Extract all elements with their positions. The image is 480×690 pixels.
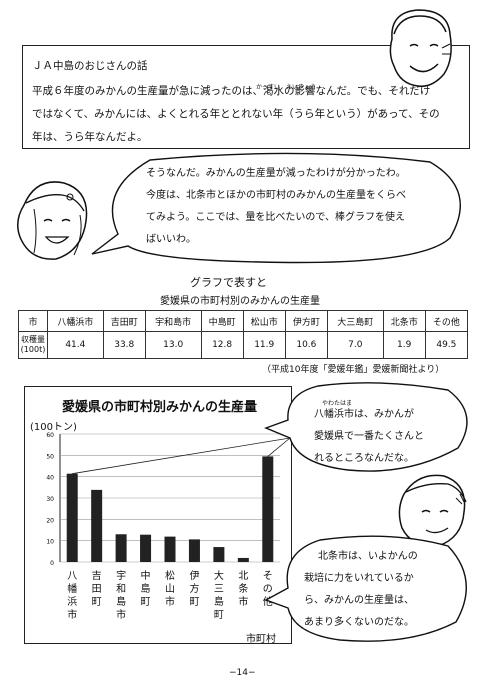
table-cell: 7.0 xyxy=(326,331,384,359)
girl-speech-line-1: そうなんだ。みかんの生産量が減ったわけが分かったわ。 xyxy=(146,168,406,179)
y-tick-label: 10 xyxy=(46,539,54,546)
table-cell: 41.4 xyxy=(47,331,104,359)
table-row-label: 収穫量 (100t) xyxy=(18,331,48,359)
x-tick-label: 中島町 xyxy=(140,571,151,608)
table-cell: 49.5 xyxy=(424,331,469,359)
right-speech-1-line-3: れるところなんだな。 xyxy=(314,453,414,464)
y-tick-label: 20 xyxy=(46,517,54,524)
table-header-cell: 八幡浜市 xyxy=(47,310,104,332)
ruby-yawatahama: やわたはま xyxy=(322,400,353,407)
intro-title: ＪＡ中島のおじさんの話 xyxy=(32,60,148,72)
boy-illustration-icon xyxy=(398,474,467,547)
row-label-1: 収穫量 xyxy=(21,335,45,344)
table-header-cell: 市 xyxy=(18,310,48,332)
row-label-2: (100t) xyxy=(20,345,46,354)
intro-line-3: 年は、うら年なんだよ。 xyxy=(32,131,148,143)
chart-title: 愛媛県の市町村別みかんの生産量 xyxy=(62,400,258,415)
table-cell: 13.0 xyxy=(144,331,202,359)
girl-speech-line-2: 今度は、北条市とほかの市町村のみかんの生産量をくらべ xyxy=(146,190,406,201)
bar-chart: 0 10 20 30 40 50 60 xyxy=(46,432,291,566)
speech-bubble-hojo xyxy=(264,535,467,642)
girl-speech-line-4: ばいいわ。 xyxy=(146,234,196,245)
x-tick-label: 八幡浜市 xyxy=(67,571,78,621)
girl-speech-line-3: てみよう。ここでは、量を比べたいので、棒グラフを使え xyxy=(146,212,405,223)
graph-heading: グラフで表すと xyxy=(190,276,267,289)
right-speech-2-line-1: 北条市は、いよかんの xyxy=(318,551,418,562)
chart-ylabel: (100トン) xyxy=(30,422,77,433)
table-header-cell: 伊方町 xyxy=(284,310,328,332)
x-tick-label: 伊方町 xyxy=(189,571,200,608)
bar xyxy=(91,489,103,562)
y-tick-label: 30 xyxy=(46,496,54,503)
table-header-cell: 中島町 xyxy=(200,310,244,332)
girl-illustration-icon xyxy=(17,181,88,260)
x-tick-label: その他 xyxy=(262,571,273,608)
right-speech-1-line-1: 八幡浜市は、みかんが xyxy=(314,409,414,420)
table-header-cell: 北条市 xyxy=(382,310,426,332)
y-tick-label: 0 xyxy=(50,560,54,566)
table-header-cell: 松山市 xyxy=(242,310,286,332)
chart-xlabel: 市町村 xyxy=(246,634,276,645)
table-cell: 1.9 xyxy=(382,331,426,359)
y-tick-label: 50 xyxy=(46,453,54,460)
right-speech-1-line-2: 愛媛県で一番たくさんと xyxy=(314,431,424,442)
bar xyxy=(213,547,225,562)
right-speech-2-line-3: ら、みかんの生産量は、 xyxy=(304,595,414,606)
intro-line-1: 平成６年度のみかんの生産量が急に減ったのは、渇水の影響なんだ。でも、それだけ xyxy=(32,85,431,97)
table-row: 収穫量 (100t) 41.4 33.8 13.0 12.8 11.9 10.6… xyxy=(18,331,469,359)
page-number: −14− xyxy=(229,668,256,678)
table-cell: 10.6 xyxy=(284,331,328,359)
bar xyxy=(262,456,274,562)
table-header-cell: 吉田町 xyxy=(102,310,146,332)
table-header-cell: その他 xyxy=(424,310,469,332)
x-tick-label: 吉田町 xyxy=(91,571,102,608)
table-cell: 12.8 xyxy=(200,331,244,359)
bar xyxy=(237,557,249,562)
pointer-line xyxy=(267,437,291,457)
pointer-line xyxy=(72,437,291,475)
intro-line-2: ではなくて、みかんには、よくとれる年ととれない年（うら年という）があって、その xyxy=(32,108,440,120)
girl-speech-bubble xyxy=(91,152,462,264)
table-header-cell: 大三島町 xyxy=(326,310,384,332)
ruby-kassui: かっすい xyxy=(256,84,281,91)
table-cell: 11.9 xyxy=(242,331,286,359)
table-header-row: 市 八幡浜市 吉田町 宇和島市 中島町 松山市 伊方町 大三島町 北条市 その他 xyxy=(18,310,469,332)
intro-box xyxy=(22,45,470,149)
right-speech-2-line-4: あまり多くないのだな。 xyxy=(304,617,414,628)
table-cell: 33.8 xyxy=(102,331,146,359)
y-tick-label: 40 xyxy=(46,475,54,482)
bar xyxy=(115,534,127,562)
x-tick-label: 北条市 xyxy=(238,571,249,608)
x-tick-label: 宇和島市 xyxy=(116,571,127,621)
source-note: （平成10年度「愛媛年鑑」愛媛新聞社より） xyxy=(262,365,445,375)
x-tick-label: 松山市 xyxy=(165,571,175,608)
man-illustration-icon xyxy=(389,9,452,87)
speech-bubble-yawatahama xyxy=(264,382,468,472)
bar xyxy=(66,473,78,562)
chart-frame xyxy=(24,386,292,644)
table-header-cell: 宇和島市 xyxy=(144,310,202,332)
ruby-eikyou: えいきょう xyxy=(286,84,317,91)
bar xyxy=(188,539,200,562)
bar xyxy=(164,536,176,562)
right-speech-2-line-2: 栽培に力をいれているか xyxy=(304,573,414,584)
production-table: 市 八幡浜市 吉田町 宇和島市 中島町 松山市 伊方町 大三島町 北条市 その他… xyxy=(18,310,469,359)
table-title: 愛媛県の市町村別のみかんの生産量 xyxy=(160,296,320,307)
x-tick-label: 大三島町 xyxy=(213,571,224,621)
bar xyxy=(140,534,152,562)
y-tick-label: 60 xyxy=(46,432,54,439)
